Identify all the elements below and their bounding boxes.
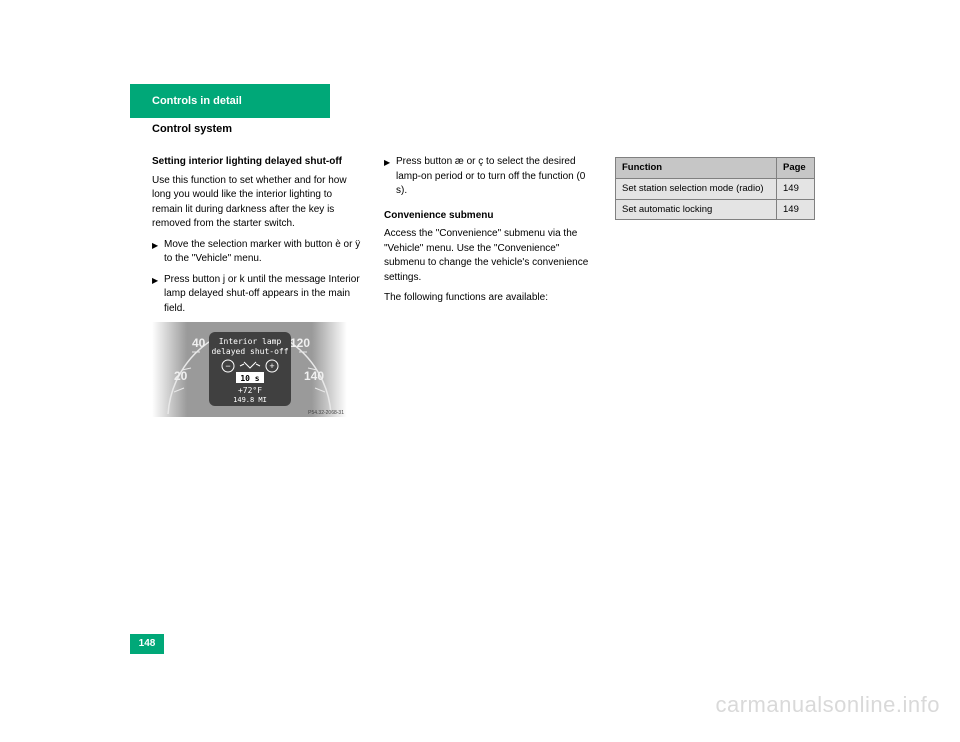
header-badge: Controls in detail <box>130 84 330 118</box>
watermark: carmanualsonline.info <box>715 692 940 718</box>
table-cell: 149 <box>777 178 815 199</box>
svg-text:10 s: 10 s <box>240 374 259 383</box>
table-cell: 149 <box>777 199 815 220</box>
function-page-table: Function Page Set station selection mode… <box>615 157 815 220</box>
svg-text:20: 20 <box>174 369 188 383</box>
svg-text:40: 40 <box>192 336 206 350</box>
table-header-row: Function Page <box>616 158 815 179</box>
svg-text:+72°F: +72°F <box>238 386 262 395</box>
paragraph: Access the "Convenience" submenu via the… <box>384 227 594 285</box>
paragraph: Use this function to set whether and for… <box>152 174 362 232</box>
section-title-convenience: Convenience submenu <box>384 209 594 224</box>
step-bullet: Press button æ or ç to select the desire… <box>384 155 594 199</box>
step-bullet: Move the selection marker with button è … <box>152 238 362 267</box>
svg-text:120: 120 <box>290 336 310 350</box>
column-3: Function Page Set station selection mode… <box>615 155 825 220</box>
table-row: Set automatic locking 149 <box>616 199 815 220</box>
gauge-svg: 40 20 120 140 Interior lamp delayed shut… <box>152 322 347 417</box>
page-number-badge: 148 <box>130 634 164 654</box>
column-2: Press button æ or ç to select the desire… <box>384 155 594 312</box>
table-header-page: Page <box>777 158 815 179</box>
column-1: Setting interior lighting delayed shut-o… <box>152 155 362 421</box>
svg-text:delayed shut-off: delayed shut-off <box>211 347 288 356</box>
svg-text:140: 140 <box>304 369 324 383</box>
svg-text:Interior lamp: Interior lamp <box>219 337 282 346</box>
section-title-interior-lighting: Setting interior lighting delayed shut-o… <box>152 155 362 170</box>
svg-text:149.8 MI: 149.8 MI <box>233 396 267 404</box>
table-row: Set station selection mode (radio) 149 <box>616 178 815 199</box>
header-subtitle: Control system <box>152 123 232 135</box>
table-cell: Set station selection mode (radio) <box>616 178 777 199</box>
svg-text:P54.32-2068-31: P54.32-2068-31 <box>308 410 344 416</box>
table-cell: Set automatic locking <box>616 199 777 220</box>
gauge-illustration: 40 20 120 140 Interior lamp delayed shut… <box>152 322 347 417</box>
paragraph: The following functions are available: <box>384 291 594 306</box>
step-bullet: Press button j or k until the message In… <box>152 273 362 317</box>
manual-page: Controls in detail Control system 148 Se… <box>130 47 840 687</box>
svg-text:+: + <box>269 361 274 371</box>
svg-text:−: − <box>225 361 230 371</box>
table-header-function: Function <box>616 158 777 179</box>
